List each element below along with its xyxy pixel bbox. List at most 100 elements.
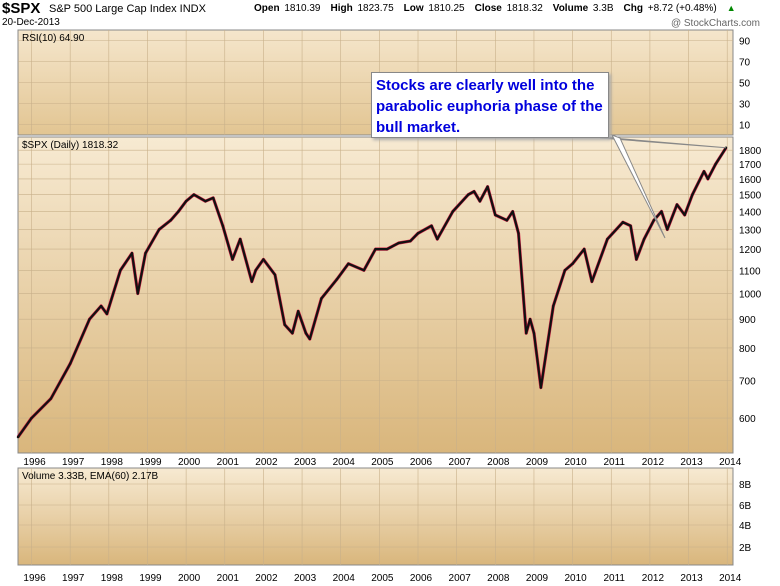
price-point — [409, 239, 412, 243]
price-point — [486, 185, 489, 188]
x-tick-label-bottom: 2009 — [526, 573, 549, 584]
price-point — [629, 224, 632, 228]
volume-tick-label: 4B — [739, 521, 752, 532]
price-point — [691, 193, 694, 196]
price-point — [16, 435, 20, 439]
price-tick-label: 1700 — [739, 160, 762, 171]
price-point — [583, 247, 586, 251]
index-name: S&P 500 Large Cap Index INDX — [49, 3, 206, 15]
rsi-legend: RSI(10) 64.90 — [22, 33, 85, 44]
quote-value: 3.3B — [590, 3, 614, 14]
rsi-tick-label: 90 — [739, 37, 751, 48]
price-point — [505, 219, 509, 222]
price-point — [49, 397, 53, 400]
rsi-tick-label: 10 — [739, 121, 751, 132]
quote-label: Volume — [552, 3, 589, 14]
price-point — [397, 241, 400, 245]
volume-panel — [17, 467, 734, 566]
price-point — [525, 331, 528, 335]
price-point — [436, 237, 439, 241]
annotation-callout: Stocks are clearly well into the parabol… — [371, 72, 609, 138]
ticker-symbol: $SPX — [2, 0, 41, 17]
callout-pointer — [599, 137, 727, 149]
price-point — [184, 200, 188, 203]
stockcharts-logo: @ StockCharts.com — [670, 18, 760, 29]
price-point — [714, 162, 717, 166]
price-point — [169, 219, 172, 222]
price-point — [642, 237, 646, 241]
x-tick-label-bottom: 2006 — [410, 573, 433, 584]
x-tick-label-bottom: 1999 — [139, 573, 162, 584]
x-tick-label: 2005 — [371, 457, 394, 468]
price-series-line — [17, 147, 727, 438]
price-point — [539, 386, 543, 389]
price-point — [590, 280, 594, 283]
price-tick-label: 1000 — [739, 290, 762, 301]
price-point — [385, 247, 389, 251]
x-tick-label: 1999 — [139, 457, 162, 468]
volume-tick-label: 6B — [739, 501, 752, 512]
price-point — [666, 228, 669, 231]
price-tick-label: 700 — [739, 377, 756, 388]
price-point — [532, 331, 536, 335]
price-point — [204, 200, 207, 203]
x-tick-label: 1998 — [101, 457, 124, 468]
x-tick-label: 2009 — [526, 457, 549, 468]
quote-value: 1823.75 — [354, 3, 394, 14]
price-point — [335, 278, 339, 281]
price-point — [635, 258, 638, 261]
price-point — [416, 232, 420, 235]
price-point — [606, 237, 609, 241]
quote-label: Close — [474, 3, 502, 14]
price-point — [304, 331, 308, 335]
price-tick-label: 800 — [739, 344, 756, 355]
price-point — [472, 190, 476, 193]
price-point — [68, 362, 72, 365]
x-tick-label-bottom: 1998 — [101, 573, 124, 584]
rsi-tick-label: 70 — [739, 58, 751, 69]
x-tick-label-bottom: 2010 — [564, 573, 587, 584]
price-point — [571, 262, 574, 265]
price-tick-label: 600 — [739, 414, 756, 425]
x-tick-label-bottom: 2001 — [217, 573, 240, 584]
price-point — [130, 251, 134, 255]
price-point — [374, 247, 377, 251]
price-point — [136, 292, 140, 295]
up-triangle-icon: ▲ — [726, 3, 736, 13]
quote-date: 20-Dec-2013 — [2, 17, 60, 28]
price-tick-label: 1300 — [739, 226, 762, 237]
x-tick-label: 1997 — [62, 457, 85, 468]
price-tick-label: 1600 — [739, 175, 762, 186]
price-point — [250, 280, 254, 283]
price-point — [99, 304, 103, 308]
price-point — [297, 310, 300, 313]
x-tick-label-bottom: 2003 — [294, 573, 317, 584]
volume-legend: Volume 3.33B, EMA(60) 2.17B — [22, 471, 159, 482]
quote-value: 1810.39 — [281, 3, 321, 14]
price-point — [88, 318, 91, 321]
x-tick-label-bottom: 2004 — [333, 573, 356, 584]
price-point — [291, 331, 294, 335]
price-point — [320, 297, 323, 300]
price-point — [177, 210, 180, 213]
x-tick-label: 2013 — [680, 457, 703, 468]
x-tick-label-bottom: 2007 — [449, 573, 472, 584]
x-tick-label: 2010 — [564, 457, 587, 468]
chart-header: $SPX S&P 500 Large Cap Index INDX 20-Dec… — [0, 0, 780, 30]
x-tick-label-bottom: 2014 — [719, 573, 742, 584]
x-tick-label: 2008 — [487, 457, 510, 468]
price-point — [451, 210, 454, 213]
price-point — [308, 337, 311, 341]
price-point — [675, 203, 679, 206]
x-tick-label-bottom: 2012 — [642, 573, 665, 584]
quote-label: Open — [254, 3, 280, 14]
price-point — [157, 228, 161, 231]
quote-label: High — [330, 3, 353, 14]
price-point — [192, 193, 196, 196]
x-tick-label: 2000 — [178, 457, 201, 468]
x-tick-label: 2014 — [719, 457, 742, 468]
price-point — [221, 224, 225, 228]
price-point — [683, 213, 686, 217]
quote-value: 1810.25 — [425, 3, 465, 14]
price-point — [702, 170, 706, 173]
